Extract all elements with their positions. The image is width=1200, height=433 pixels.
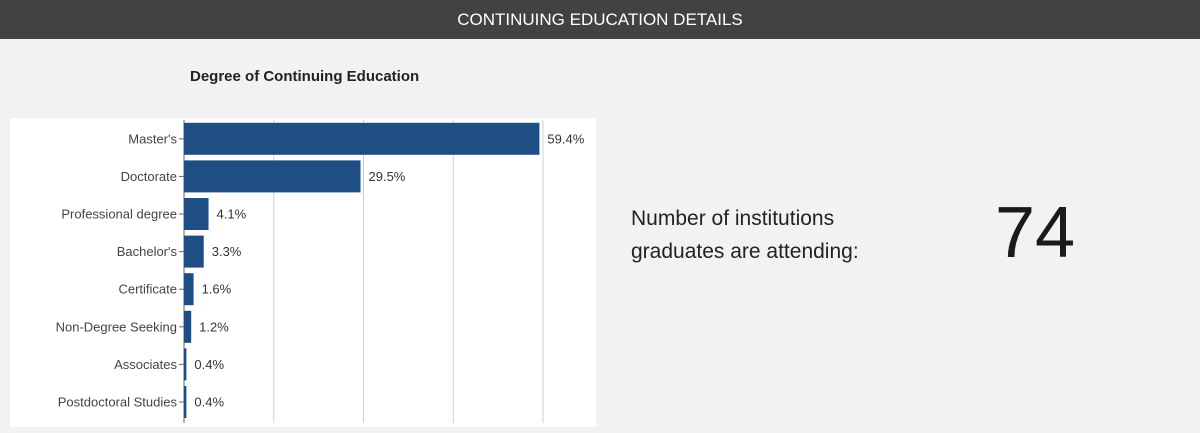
category-label: Master's	[128, 131, 177, 146]
bar-chart-panel: Master's 59.4% Doctorate 29.5% Professional …	[10, 118, 596, 427]
bar	[184, 273, 194, 306]
bar	[184, 348, 187, 381]
chart-title: Degree of Continuing Education	[190, 68, 420, 85]
data-label: 59.4%	[547, 131, 584, 146]
bar	[184, 235, 204, 268]
bar	[184, 160, 361, 193]
data-label: 3.3%	[212, 244, 242, 259]
category-label: Associates	[114, 357, 177, 372]
category-label: Doctorate	[121, 169, 177, 184]
data-label: 0.4%	[194, 357, 224, 372]
category-label: Professional degree	[61, 207, 177, 222]
bar	[184, 310, 192, 343]
data-label: 0.4%	[194, 395, 224, 410]
header-title: CONTINUING EDUCATION DETAILS	[457, 10, 743, 29]
category-label: Postdoctoral Studies	[58, 395, 178, 410]
data-label: 4.1%	[217, 207, 247, 222]
category-label: Non-Degree Seeking	[56, 319, 177, 334]
bar	[184, 386, 187, 418]
bar	[184, 198, 209, 230]
data-label: 1.2%	[199, 319, 229, 334]
category-label: Bachelor's	[117, 244, 178, 259]
institutions-count-value: 74	[994, 193, 1076, 273]
data-label: 1.6%	[202, 282, 232, 297]
data-label: 29.5%	[369, 169, 406, 184]
bar	[184, 122, 540, 155]
category-label: Certificate	[118, 282, 177, 297]
page-header: CONTINUING EDUCATION DETAILS	[0, 0, 1200, 39]
bar-chart: Master's 59.4% Doctorate 29.5% Professional …	[56, 120, 585, 423]
institutions-count-label: Number of institutions graduates are att…	[631, 207, 859, 263]
